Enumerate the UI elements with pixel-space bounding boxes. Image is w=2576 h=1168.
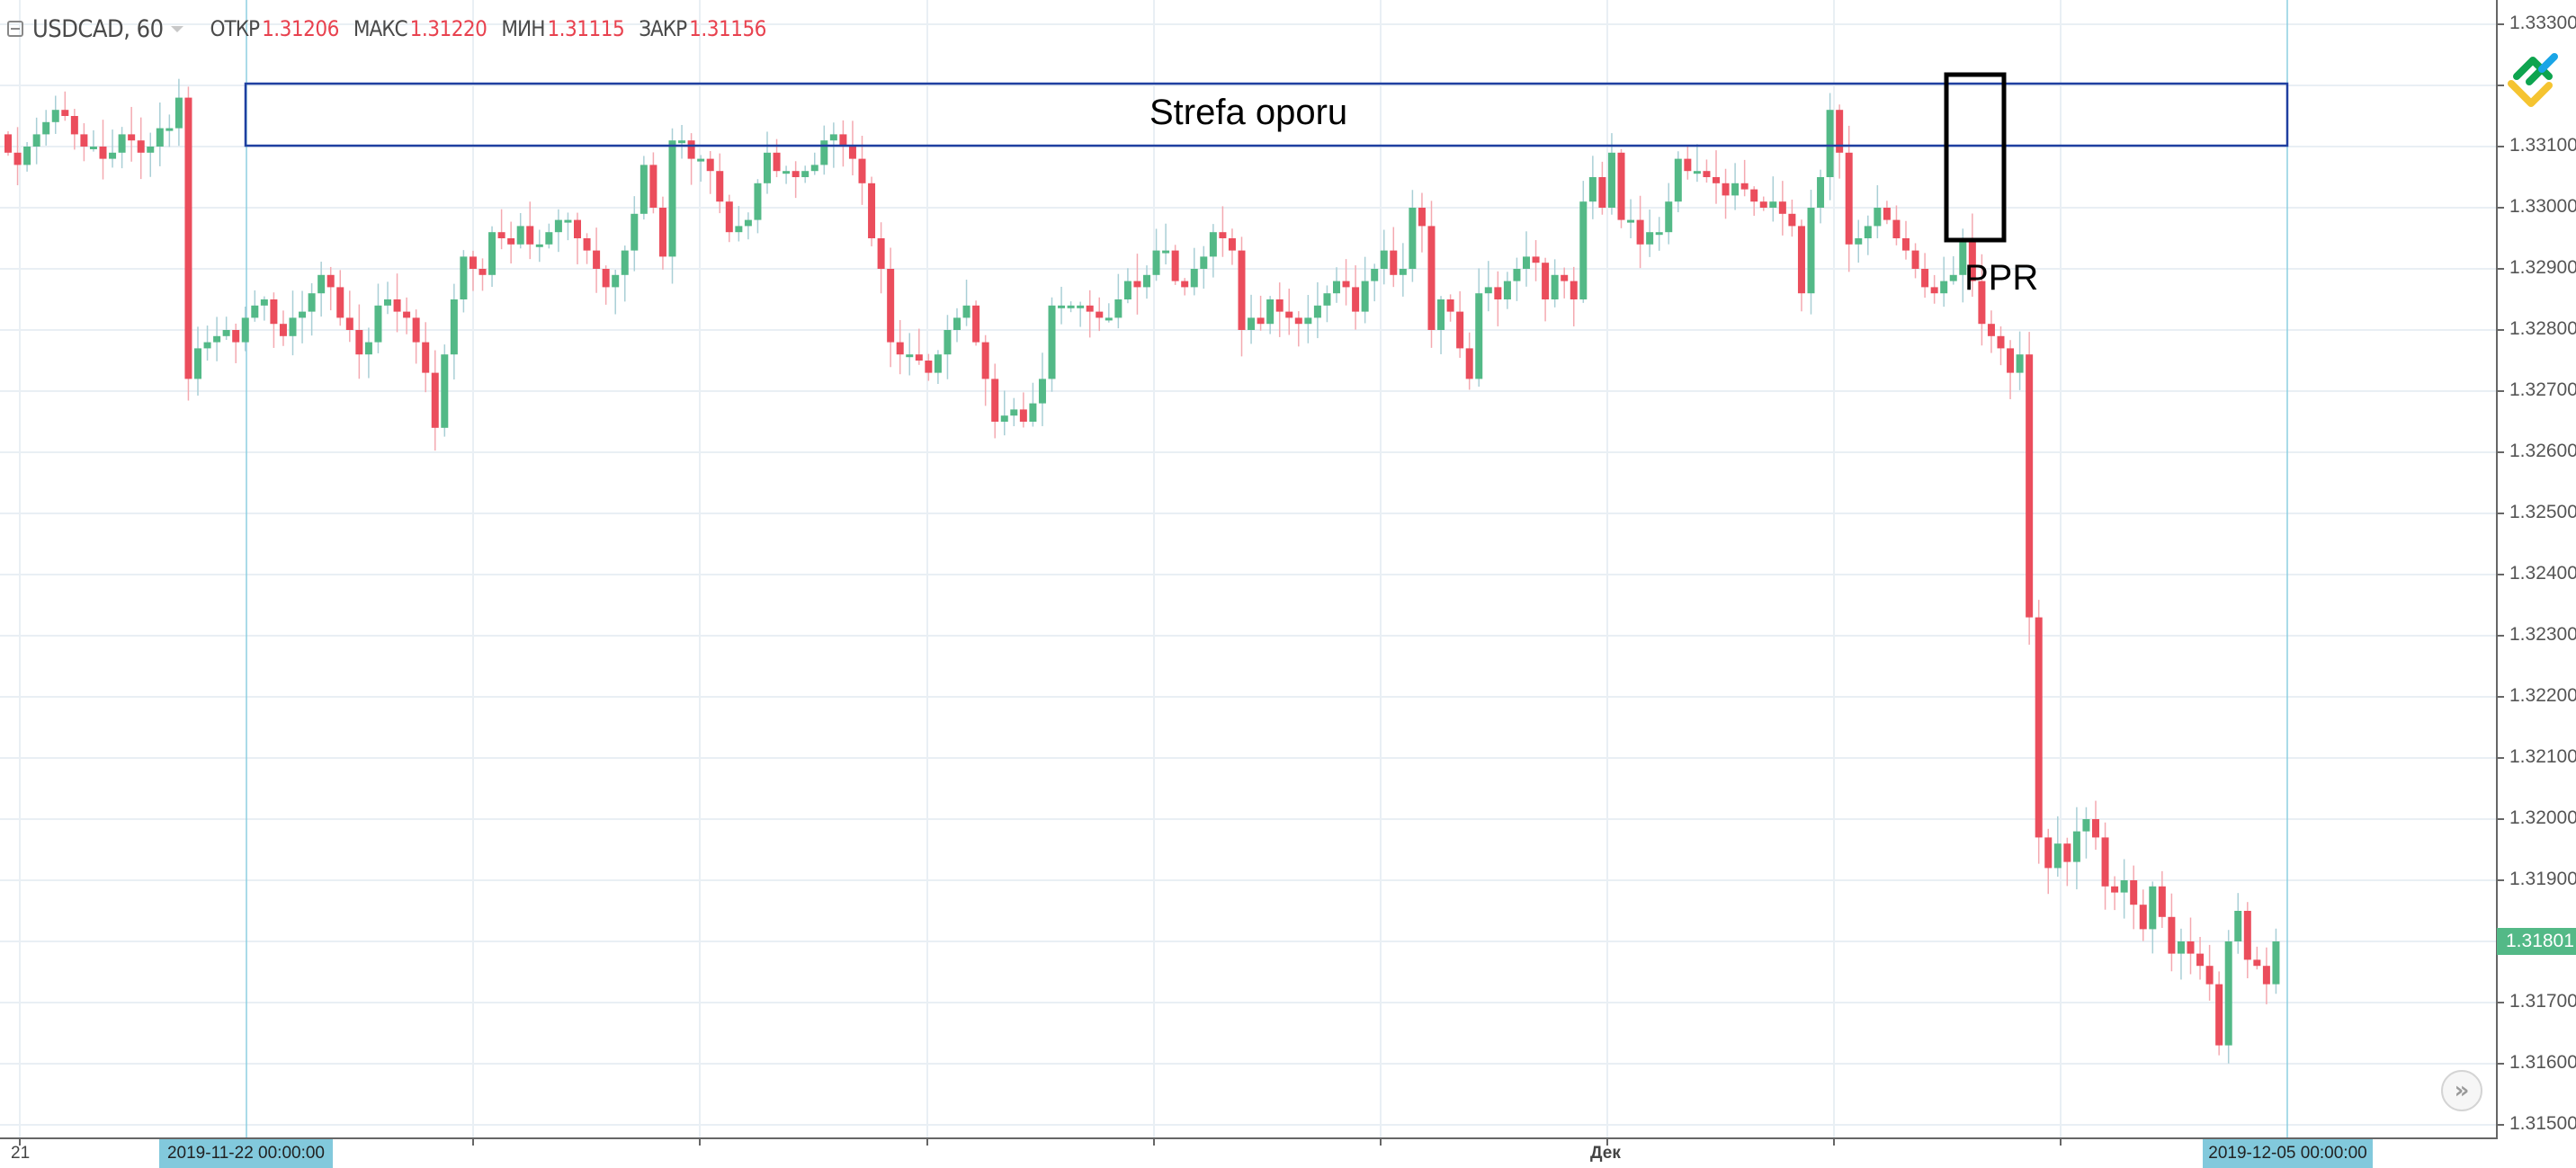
price-tick-label: 1.33100 [2509,135,2576,156]
price-tick-label: 1.31500 [2509,1113,2576,1134]
date-marker-right: 2019-12-05 00:00:00 [2203,1139,2373,1168]
price-tick-label: 1.32600 [2509,441,2576,461]
low-value: 1.31115 [547,16,625,41]
price-tick-label: 1.31700 [2509,991,2576,1012]
close-value: 1.31156 [689,16,766,41]
last-price-badge: 1.31801 [2497,928,2576,955]
open-value: 1.31206 [262,16,339,41]
chevron-down-icon[interactable] [170,25,183,32]
symbol-interval[interactable]: USDCAD, 60 [32,14,164,43]
brand-logo-icon [2508,53,2558,107]
date-marker-left: 2019-11-22 00:00:00 [159,1139,333,1168]
price-tick-label: 1.32200 [2509,685,2576,706]
resistance-zone[interactable] [244,82,2289,147]
date-marker-lines [246,0,2288,1138]
price-tick-label: 1.32900 [2509,257,2576,278]
price-tick-label: 1.33000 [2509,196,2576,217]
price-tick-label: 1.32000 [2509,807,2576,828]
price-tick-label: 1.33300 [2509,13,2576,33]
resistance-zone-label: Strefa oporu [1149,93,1348,132]
price-tick-label: 1.32700 [2509,379,2576,400]
price-tick-label: 1.31900 [2509,869,2576,889]
price-tick-label: 1.32100 [2509,746,2576,767]
open-label: ОТКР [210,16,261,41]
price-tick-label: 1.32500 [2509,502,2576,522]
double-chevron-right-icon: » [2454,1077,2470,1104]
time-label-dec: Дек [1590,1144,1621,1163]
candlestick-series [4,78,2280,1064]
high-value: 1.31220 [409,16,487,41]
price-tick-label: 1.32300 [2509,624,2576,645]
ppr-highlight-box[interactable] [1944,72,2007,243]
ppr-label: PPR [1964,258,2039,298]
close-label: ЗАКР [639,16,687,41]
chart-grid [0,0,2497,1138]
axis-ticks [19,23,2504,1146]
collapse-icon[interactable] [7,21,23,37]
price-tick-label: 1.32400 [2509,563,2576,584]
price-tick-label: 1.32800 [2509,318,2576,339]
price-tick-label: 1.31600 [2509,1052,2576,1073]
low-label: МИН [501,16,545,41]
high-label: МАКС [353,16,408,41]
scroll-to-realtime-button[interactable]: » [2441,1070,2482,1111]
symbol-legend: USDCAD, 60 ОТКР 1.31206 МАКС 1.31220 МИН… [7,11,781,47]
time-label-21: 21 [11,1144,31,1163]
